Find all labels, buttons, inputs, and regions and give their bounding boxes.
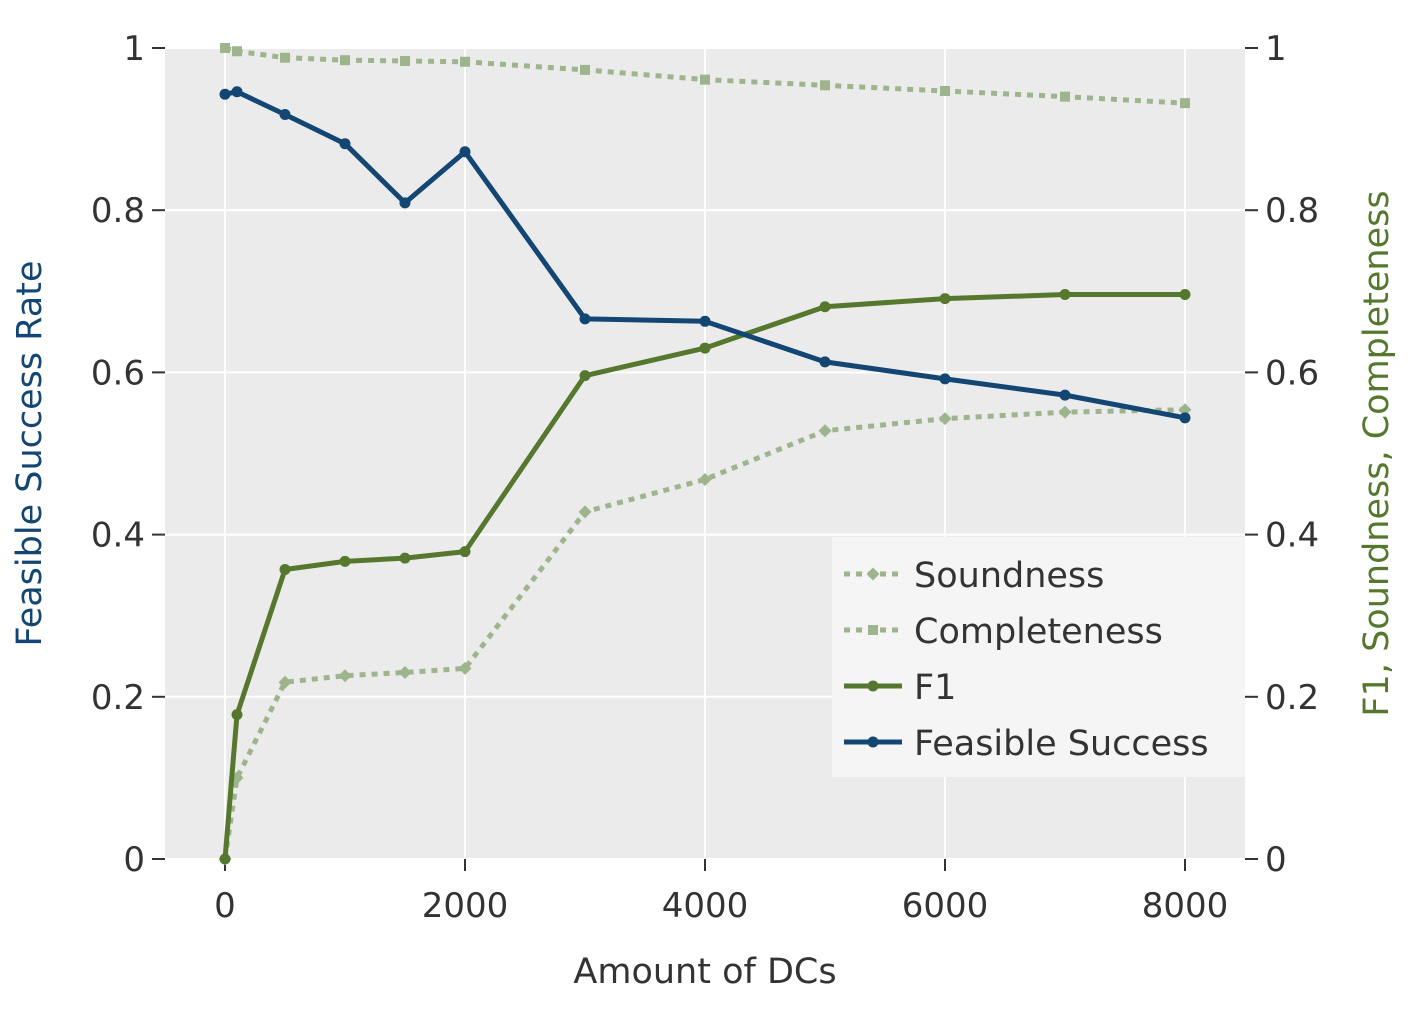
data-point-f1 [219, 853, 231, 865]
x-tick-label: 0 [214, 886, 236, 926]
right-y-tick-label: 0.2 [1265, 678, 1319, 718]
data-point-soundness [338, 669, 352, 683]
legend-marker-completeness [868, 625, 878, 635]
data-point-soundness [938, 412, 952, 426]
data-point-f1 [399, 552, 411, 564]
data-point-f1 [231, 709, 243, 721]
data-point-f1 [1059, 289, 1071, 301]
data-point-f1 [579, 370, 591, 382]
x-axis-title: Amount of DCs [573, 952, 836, 992]
data-point-feasible-success [699, 315, 711, 327]
data-point-feasible-success [219, 88, 231, 100]
legend-label-completeness: Completeness [914, 612, 1163, 652]
right-y-tick-label: 0.8 [1265, 191, 1319, 231]
right-y-tick-label: 0.4 [1265, 516, 1319, 556]
data-point-f1 [819, 301, 831, 313]
data-point-f1 [339, 555, 351, 567]
left-y-tick-label: 0.6 [91, 353, 145, 393]
legend-marker-soundness [866, 567, 880, 581]
series-line-completeness [224, 45, 1186, 106]
legend: Soundness Completeness F1 Feasible Success [832, 537, 1245, 777]
legend-marker-f1 [867, 680, 879, 692]
x-tick-label: 4000 [662, 886, 749, 926]
data-point-feasible-success [1179, 412, 1191, 424]
x-tick-label: 2000 [422, 886, 509, 926]
right-y-tick-label: 0 [1265, 840, 1287, 880]
left-y-axis-title: Feasible Success Rate [10, 260, 50, 646]
series-layer [218, 43, 1192, 866]
legend-label-soundness: Soundness [914, 556, 1104, 596]
data-point-feasible-success [819, 356, 831, 368]
data-point-soundness [578, 505, 592, 519]
data-point-feasible-success [339, 138, 351, 150]
series-feasible-success [219, 86, 1191, 424]
series-line-f1 [222, 292, 1185, 860]
series-completeness [220, 43, 1190, 109]
left-y-tick-label: 0.4 [91, 516, 145, 556]
series-f1 [219, 289, 1191, 865]
legend-box [832, 537, 1245, 777]
data-point-completeness [220, 43, 230, 53]
data-point-soundness [398, 665, 412, 679]
data-point-completeness [700, 74, 710, 85]
legend-label-f1: F1 [914, 668, 956, 708]
data-point-soundness [1178, 403, 1192, 417]
series-line-feasible-success [224, 89, 1186, 421]
data-point-completeness [1060, 91, 1070, 102]
right-y-tick-label: 0.6 [1265, 353, 1319, 393]
grid [165, 47, 1245, 860]
data-point-completeness [340, 55, 350, 66]
data-point-soundness [1058, 405, 1072, 419]
data-point-f1 [459, 546, 471, 558]
data-point-completeness [232, 46, 242, 57]
left-y-tick-label: 0 [123, 840, 145, 880]
data-point-soundness [458, 661, 472, 675]
data-point-soundness [818, 424, 832, 438]
data-point-feasible-success [579, 313, 591, 325]
x-tick-label: 8000 [1142, 886, 1229, 926]
data-point-soundness [278, 675, 292, 689]
data-point-feasible-success [279, 109, 291, 121]
legend-marker-feasible-success [867, 736, 879, 748]
data-point-feasible-success [939, 373, 951, 385]
data-point-completeness [460, 56, 470, 67]
left-y-tick-label: 1 [123, 29, 145, 69]
data-point-completeness [940, 85, 950, 96]
x-tick-label: 6000 [902, 886, 989, 926]
right-y-tick-label: 1 [1265, 29, 1287, 69]
data-point-completeness [1180, 98, 1190, 109]
data-point-f1 [939, 293, 951, 305]
series-line-soundness [222, 407, 1186, 860]
data-point-f1 [1179, 289, 1191, 301]
left-y-tick-label: 0.8 [91, 191, 145, 231]
data-point-feasible-success [1059, 389, 1071, 401]
data-point-feasible-success [231, 86, 243, 98]
data-point-feasible-success [459, 146, 471, 158]
data-point-completeness [280, 52, 290, 63]
data-point-completeness [820, 80, 830, 91]
legend-label-feasible-success: Feasible Success [914, 724, 1209, 764]
right-y-axis-title: F1, Soundness, Completeness [1357, 190, 1397, 716]
left-y-tick-label: 0.2 [91, 678, 145, 718]
data-point-f1 [699, 342, 711, 354]
data-point-feasible-success [399, 197, 411, 209]
data-point-completeness [580, 64, 590, 75]
data-point-soundness [698, 472, 712, 486]
data-point-completeness [400, 55, 410, 66]
axes: 0 0 0.2 0.2 0.4 0.4 0.6 0.6 0.8 0.8 1 1 0 2000 4000 600… [91, 29, 1319, 926]
data-point-f1 [279, 563, 291, 575]
